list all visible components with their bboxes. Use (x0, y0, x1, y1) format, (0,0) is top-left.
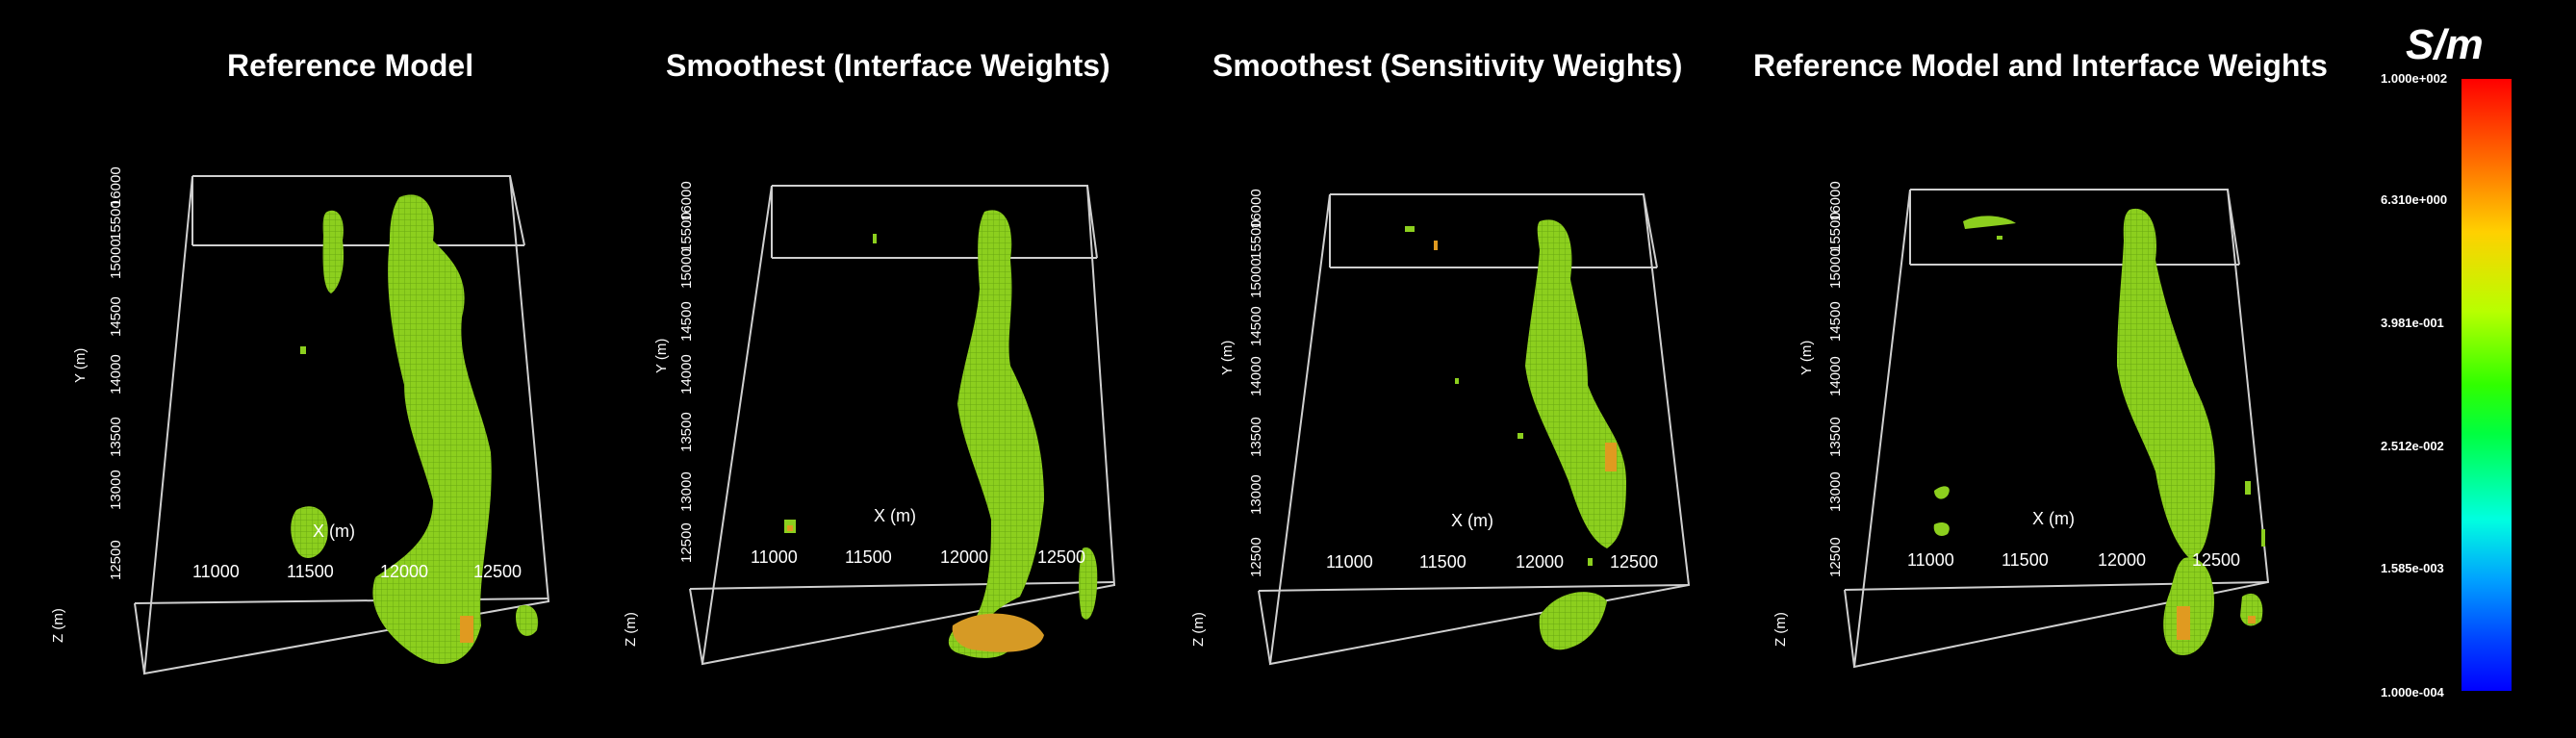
x-tick: 11500 (287, 562, 334, 581)
panel-smoothest-sensitivity (1258, 193, 1691, 666)
x-tick: 12500 (1610, 552, 1658, 572)
y-tick: 16000 (1248, 189, 1264, 229)
bounding-box (1258, 193, 1691, 666)
y-tick: 15500 (678, 212, 695, 252)
y-tick: 12500 (678, 522, 695, 563)
x-axis-label: X (m) (1451, 511, 1493, 530)
y-tick: 14500 (678, 301, 695, 342)
x-tick: 12500 (1037, 547, 1085, 567)
x-tick: 12000 (940, 547, 988, 567)
y-tick: 14500 (108, 296, 124, 337)
panel-reference-model (134, 175, 550, 675)
y-tick: 16000 (1827, 181, 1844, 221)
y-tick: 14000 (108, 354, 124, 394)
colorbar-label: 3.981e-001 (2381, 316, 2444, 330)
z-axis-label: Z (m) (1190, 612, 1207, 647)
x-tick: 11000 (751, 547, 798, 567)
y-axis-label: Y (m) (72, 348, 89, 383)
y-tick: 15500 (1827, 212, 1844, 252)
x-axis-label: X (m) (2032, 509, 2075, 528)
y-tick: 14000 (1248, 356, 1264, 396)
x-tick: 11500 (1419, 552, 1467, 572)
colorbar-label: 2.512e-002 (2381, 439, 2444, 453)
z-axis-label: Z (m) (623, 612, 639, 647)
y-tick: 16000 (678, 181, 695, 221)
y-tick: 15000 (1827, 248, 1844, 289)
y-tick: 14000 (1827, 356, 1844, 396)
bounding-box (689, 185, 1116, 666)
colorbar-label: 6.310e+000 (2381, 192, 2448, 207)
y-axis-label: Y (m) (653, 339, 670, 373)
y-axis-label: Y (m) (1798, 341, 1815, 375)
panel-title-reference-and-interface: Reference Model and Interface Weights (1753, 48, 2328, 83)
x-axis-label: X (m) (874, 506, 916, 525)
y-tick: 13500 (678, 412, 695, 452)
y-tick: 13500 (108, 417, 124, 457)
y-tick: 15500 (1248, 219, 1264, 260)
conductor-body (1405, 219, 1626, 650)
y-tick: 12500 (1827, 537, 1844, 577)
colorbar-label: 1.585e-003 (2381, 561, 2444, 575)
y-tick: 13000 (1827, 471, 1844, 512)
panel-smoothest-interface (689, 185, 1116, 666)
z-axis-label: Z (m) (50, 608, 66, 643)
panel-title-smoothest-interface: Smoothest (Interface Weights) (666, 48, 1110, 83)
x-tick: 11000 (1907, 550, 1954, 570)
panel-title-smoothest-sensitivity: Smoothest (Sensitivity Weights) (1212, 48, 1683, 83)
x-tick: 11000 (192, 562, 240, 581)
colorbar-label: 1.000e+002 (2381, 71, 2448, 86)
y-tick: 14500 (1248, 306, 1264, 346)
colorbar (2461, 79, 2512, 691)
x-tick: 12000 (2098, 550, 2146, 570)
colorbar-unit: S/m (2406, 21, 2484, 68)
conductor-body (784, 210, 1098, 658)
x-tick: 12000 (1516, 552, 1564, 572)
x-tick: 12500 (2192, 550, 2240, 570)
x-axis-label: X (m) (313, 522, 355, 541)
y-tick: 15000 (678, 248, 695, 289)
y-tick: 12500 (1248, 537, 1264, 577)
axis-labels: X (m) 11000 11500 12000 12500 Y (m) 1250… (50, 166, 2240, 647)
y-tick: 13000 (678, 471, 695, 512)
x-tick: 11500 (2002, 550, 2049, 570)
y-tick: 15000 (1248, 258, 1264, 298)
y-tick: 16000 (108, 166, 124, 207)
panel-title-reference-model: Reference Model (227, 48, 474, 83)
y-tick: 13500 (1248, 417, 1264, 457)
colorbar-label: 1.000e-004 (2381, 685, 2444, 700)
y-tick: 13500 (1827, 417, 1844, 457)
panel-reference-and-interface (1844, 189, 2270, 669)
x-tick: 12500 (473, 562, 522, 581)
y-tick: 14500 (1827, 301, 1844, 342)
bounding-box (134, 175, 550, 675)
y-axis-label: Y (m) (1219, 341, 1236, 375)
y-tick: 14000 (678, 354, 695, 394)
x-tick: 11500 (845, 547, 892, 567)
y-tick: 15000 (108, 239, 124, 279)
x-tick: 11000 (1326, 552, 1373, 572)
y-tick: 13000 (1248, 474, 1264, 515)
conductor-body (1933, 208, 2265, 655)
y-tick: 15500 (108, 200, 124, 241)
y-tick: 12500 (108, 540, 124, 580)
z-axis-label: Z (m) (1773, 612, 1789, 647)
y-tick: 13000 (108, 470, 124, 510)
conductor-body (291, 194, 539, 664)
x-tick: 12000 (380, 562, 428, 581)
